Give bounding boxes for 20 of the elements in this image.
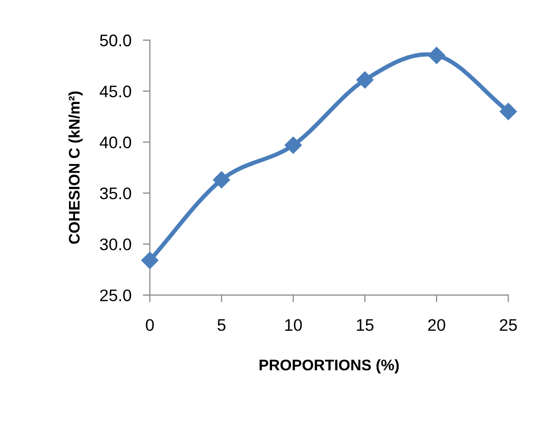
x-tick-label: 15 (356, 319, 374, 331)
y-tick-label: 30.0 (100, 238, 132, 250)
x-tick-label: 10 (285, 319, 302, 331)
y-tick-label: 35.0 (100, 187, 132, 200)
point (141, 252, 158, 269)
y-axis-title: COHESION C (kN/m²) (68, 92, 83, 244)
y-tick-label: 25.0 (100, 289, 132, 302)
point (212, 171, 230, 188)
x-tick-label: 25 (500, 319, 517, 331)
point (428, 46, 446, 64)
x-tick-label: 5 (218, 319, 226, 331)
point (284, 136, 302, 154)
y-tick-label: 50.0 (100, 34, 132, 46)
point (356, 71, 374, 88)
y-tick-label: 40.0 (100, 136, 132, 148)
x-axis-title: PROPORTIONS (%) (260, 359, 399, 374)
x-tick-label: 0 (146, 319, 154, 331)
y-tick-label: 45.0 (100, 86, 132, 98)
x-tick-label: 20 (428, 319, 446, 331)
point (500, 102, 517, 120)
